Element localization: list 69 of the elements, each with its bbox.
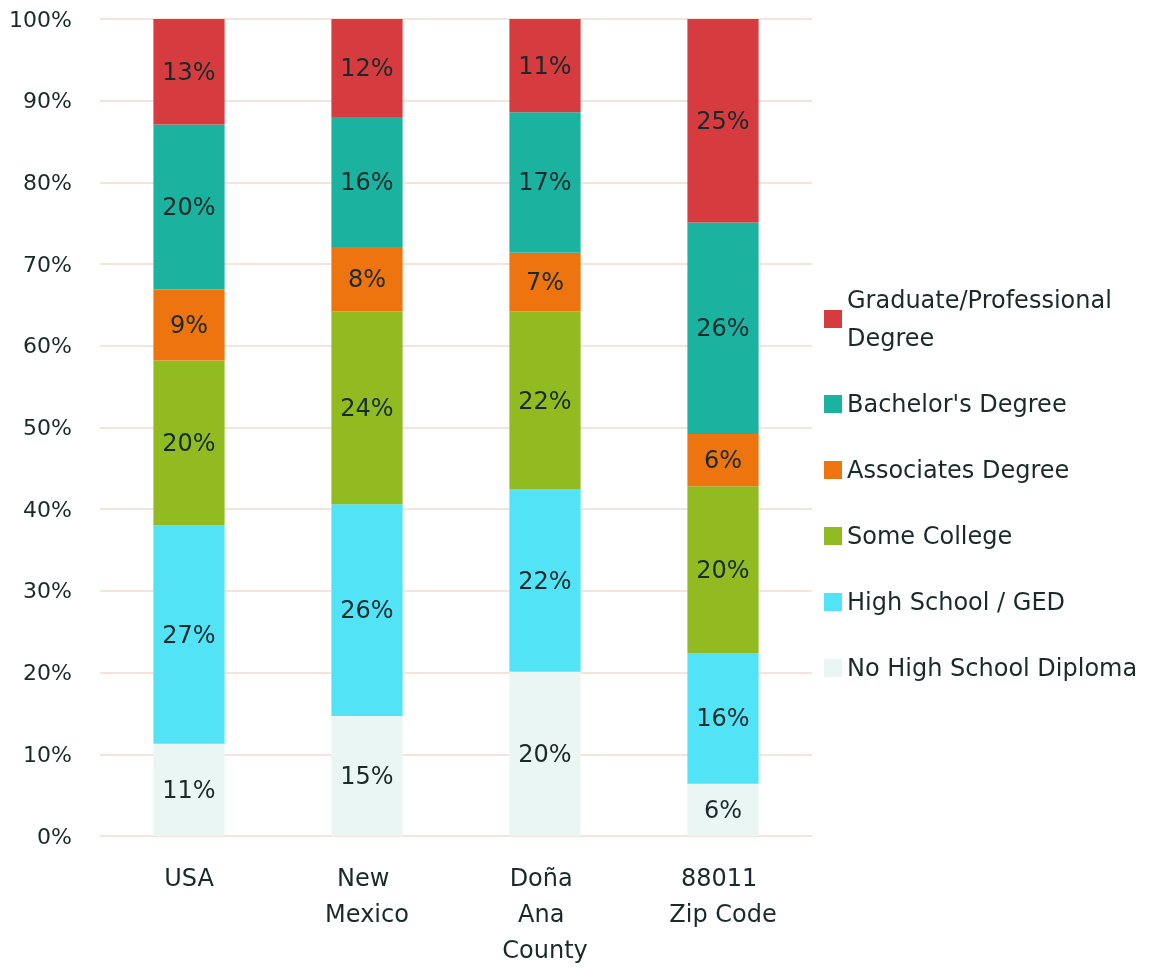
legend-label: Associates Degree [847, 456, 1070, 484]
data-label: 27% [162, 620, 216, 649]
data-label: 20% [162, 429, 216, 458]
bar [153, 360, 225, 526]
data-label: 6% [703, 795, 743, 824]
data-label: 16% [340, 167, 394, 196]
bar [153, 743, 225, 836]
y-tick-label: 40% [23, 496, 72, 522]
x-tick-label: 88011 Zip Code [669, 864, 777, 928]
data-label: 20% [696, 555, 750, 584]
y-tick-label: 90% [23, 88, 72, 114]
data-label: 8% [347, 265, 387, 294]
bar [331, 311, 403, 505]
bar [331, 504, 403, 716]
bar [153, 19, 225, 125]
data-label: 11% [162, 775, 216, 804]
bar [687, 434, 759, 487]
x-tick-label: New Mexico [325, 864, 409, 928]
bar [331, 19, 403, 118]
y-tick-label: 80% [23, 169, 72, 195]
y-tick-label: 20% [23, 660, 72, 686]
legend-label: Bachelor's Degree [847, 390, 1067, 418]
bar [331, 715, 403, 836]
data-label: 26% [340, 596, 394, 625]
bar [509, 19, 581, 113]
data-label: 26% [696, 314, 750, 343]
y-tick-label: 50% [23, 415, 72, 440]
y-tick-label: 70% [23, 251, 72, 277]
y-tick-label: 10% [23, 741, 72, 767]
data-label: 15% [340, 761, 394, 790]
data-label: 16% [696, 704, 750, 733]
y-tick-label: 30% [23, 578, 72, 604]
bar [509, 252, 581, 312]
data-label: 12% [340, 54, 394, 83]
data-label: 25% [696, 106, 750, 135]
bar [509, 489, 581, 672]
data-label: 7% [525, 268, 565, 297]
data-label: 22% [518, 566, 572, 595]
y-tick-label: 0% [37, 823, 72, 849]
y-tick-label: 100% [9, 6, 72, 32]
data-label: 24% [340, 393, 394, 422]
bar [153, 289, 225, 361]
legend-label: Some College [847, 522, 1013, 550]
data-label: 17% [518, 168, 572, 197]
bar [687, 652, 759, 784]
y-tick-label: 60% [23, 333, 72, 359]
bar [331, 117, 403, 247]
bar [509, 112, 581, 253]
legend-label: High School / GED [847, 588, 1066, 616]
legend-label: No High School Diploma [847, 654, 1138, 682]
bar [153, 525, 225, 744]
bar [509, 311, 581, 490]
x-tick-label: Doña Ana County [502, 864, 588, 964]
bar [687, 19, 759, 223]
data-label: 20% [162, 192, 216, 221]
bar [687, 222, 759, 435]
data-label: 9% [169, 310, 209, 339]
x-tick-label: USA [164, 864, 215, 892]
bar [153, 124, 225, 290]
bar [687, 486, 759, 653]
data-label: 6% [703, 446, 743, 475]
data-label: 13% [162, 57, 216, 86]
bar [331, 246, 403, 312]
data-label: 22% [518, 386, 572, 415]
bar [687, 783, 759, 836]
data-label: 20% [518, 739, 572, 768]
legend-label: Graduate/Professional Degree [847, 286, 1120, 352]
data-label: 11% [518, 51, 572, 80]
bar [509, 671, 581, 836]
